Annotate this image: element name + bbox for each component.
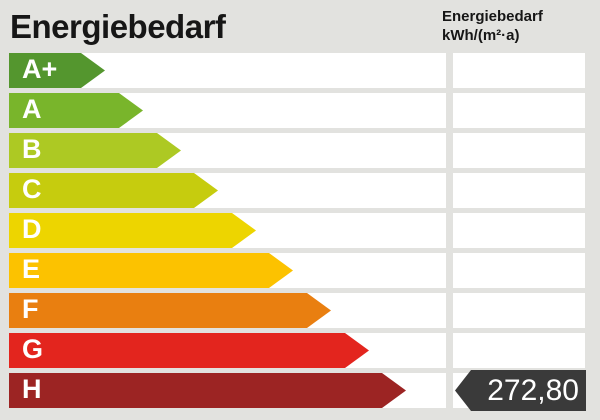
value-indicator-arrow: 272,80 bbox=[455, 370, 586, 411]
value-track bbox=[453, 93, 585, 128]
band-arrow-f: F bbox=[9, 293, 331, 328]
value-track bbox=[453, 293, 585, 328]
scale-row-d: D bbox=[0, 213, 600, 248]
scale-row-g: G bbox=[0, 333, 600, 368]
value-track bbox=[453, 133, 585, 168]
band-arrow-b: B bbox=[9, 133, 181, 168]
value-track bbox=[453, 213, 585, 248]
value-track bbox=[453, 333, 585, 368]
value-track bbox=[453, 53, 585, 88]
band-arrow-e: E bbox=[9, 253, 293, 288]
band-arrow-h: H bbox=[9, 373, 406, 408]
band-arrow-g: G bbox=[9, 333, 369, 368]
band-label: E bbox=[22, 254, 41, 284]
scale-row-a: A bbox=[0, 93, 600, 128]
energy-value: 272,80 bbox=[487, 373, 579, 407]
energy-scale: A+ A B C D bbox=[0, 53, 600, 413]
scale-row-f: F bbox=[0, 293, 600, 328]
unit-header-line2: kWh/(m²·a) bbox=[442, 27, 520, 44]
band-label: G bbox=[22, 334, 44, 364]
scale-row-c: C bbox=[0, 173, 600, 208]
unit-header: Energiebedarf kWh/(m²·a) bbox=[442, 7, 543, 45]
band-label: B bbox=[22, 134, 42, 164]
scale-row-aplus: A+ bbox=[0, 53, 600, 88]
page-title: Energiebedarf bbox=[10, 8, 226, 45]
band-arrow-d: D bbox=[9, 213, 256, 248]
scale-row-h: H 272,80 bbox=[0, 370, 600, 411]
value-track bbox=[453, 253, 585, 288]
value-track bbox=[453, 173, 585, 208]
band-arrow-a: A bbox=[9, 93, 143, 128]
band-label: F bbox=[22, 294, 39, 324]
band-label: D bbox=[22, 214, 42, 244]
scale-row-b: B bbox=[0, 133, 600, 168]
unit-header-line1: Energiebedarf bbox=[442, 8, 543, 25]
band-label: C bbox=[22, 174, 42, 204]
band-label: A+ bbox=[22, 54, 58, 84]
band-label: A bbox=[22, 94, 42, 124]
band-arrow-c: C bbox=[9, 173, 218, 208]
band-label: H bbox=[22, 374, 42, 404]
scale-row-e: E bbox=[0, 253, 600, 288]
